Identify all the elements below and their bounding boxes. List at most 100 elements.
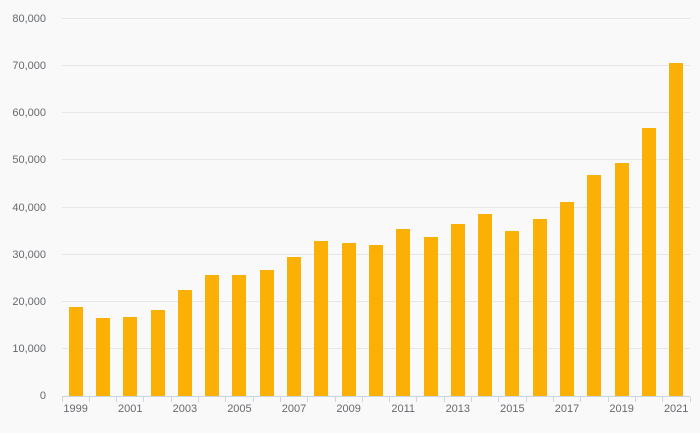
bar-slot-2014	[471, 19, 498, 396]
bar-2004[interactable]	[205, 274, 220, 396]
bar-slot-2001	[117, 19, 144, 396]
y-axis: 0 10,000 20,000 30,000 40,000 50,000 60,000 70,…	[0, 13, 46, 402]
bar-slot-2011	[390, 19, 417, 396]
bar-slot-1999	[62, 19, 89, 396]
x-tick-label: 2021	[663, 403, 689, 415]
x-axis-tick	[389, 397, 391, 402]
x-tick-label	[362, 402, 389, 416]
bar-slot-2019	[608, 19, 635, 396]
x-tick-label: 2003	[172, 403, 198, 415]
x-axis-tick	[525, 397, 527, 402]
x-axis-tick	[443, 397, 445, 402]
x-axis-tick	[143, 397, 145, 402]
bar-2018[interactable]	[587, 174, 602, 396]
x-axis-tick	[607, 397, 609, 402]
x-axis-tick	[116, 397, 118, 402]
bar-slot-2010	[362, 19, 389, 396]
bar-2005[interactable]	[232, 275, 247, 396]
y-tick-label: 50,000	[12, 154, 46, 167]
bar-slot-2017	[553, 19, 580, 396]
bar-2017[interactable]	[559, 201, 574, 396]
bar-2010[interactable]	[368, 245, 383, 396]
bar-2001[interactable]	[123, 316, 138, 396]
bar-2007[interactable]	[287, 256, 302, 396]
x-tick-label	[89, 402, 116, 416]
bar-2021[interactable]	[669, 62, 684, 396]
x-axis-tick	[361, 397, 363, 402]
x-axis-tick	[580, 397, 582, 402]
bar-2015[interactable]	[505, 230, 520, 396]
y-tick-label: 70,000	[12, 60, 46, 73]
x-axis-tick	[170, 397, 172, 402]
bar-2019[interactable]	[614, 163, 629, 396]
x-axis-tick	[225, 397, 227, 402]
x-axis-tick	[552, 397, 554, 402]
x-tick-label: 2019	[609, 403, 634, 415]
x-axis-tick	[498, 397, 500, 402]
x-axis-tick	[416, 397, 418, 402]
bar-slot-2015	[499, 19, 526, 396]
x-axis-tick	[252, 397, 254, 402]
y-tick-label: 20,000	[12, 295, 46, 308]
bars	[62, 19, 690, 396]
x-tick-label: 2001	[118, 403, 143, 415]
bar-2016[interactable]	[532, 219, 547, 396]
bar-slot-2013	[444, 19, 471, 396]
bar-slot-2008	[308, 19, 335, 396]
x-tick-label: 2013	[445, 403, 471, 415]
bar-2000[interactable]	[95, 318, 110, 396]
bar-2013[interactable]	[450, 223, 465, 396]
bar-slot-2021	[663, 19, 690, 396]
x-tick-label: 2005	[227, 403, 252, 415]
x-tick-label	[526, 402, 553, 416]
y-tick-label: 40,000	[12, 201, 46, 214]
x-tick-label: 2011	[391, 403, 416, 415]
x-tick-label	[144, 402, 171, 416]
x-axis-tick	[61, 397, 63, 402]
gridline-80000	[62, 18, 690, 19]
bar-2020[interactable]	[641, 128, 656, 396]
x-axis: 1999 2001 2003 2005 2007 2009 2011 2013 2015 2017…	[62, 402, 690, 416]
bar-2003[interactable]	[177, 289, 192, 396]
gridline-60000	[62, 112, 690, 114]
x-axis-tick	[662, 397, 664, 402]
x-axis-tick	[279, 397, 281, 402]
x-axis-tick	[198, 397, 200, 402]
bar-slot-2020	[635, 19, 662, 396]
bar-2006[interactable]	[259, 270, 274, 396]
x-tick-label	[635, 402, 662, 416]
gridline-40000	[62, 206, 690, 208]
bar-slot-2007	[280, 19, 307, 396]
x-axis-tick	[471, 397, 473, 402]
bar-2012[interactable]	[423, 237, 438, 396]
x-axis-tick	[307, 397, 309, 402]
x-tick-label: 2009	[336, 403, 361, 415]
y-tick-label: 60,000	[12, 107, 46, 120]
bar-slot-2005	[226, 19, 253, 396]
bar-slot-2012	[417, 19, 444, 396]
x-tick-label	[253, 402, 280, 416]
x-axis-tick	[689, 397, 691, 402]
x-tick-label	[471, 402, 498, 416]
bar-slot-2006	[253, 19, 280, 396]
x-tick-label: 2015	[500, 403, 525, 415]
gridline-70000	[62, 65, 690, 67]
y-tick-label: 0	[39, 390, 46, 402]
bar-2011[interactable]	[396, 229, 411, 396]
x-axis-tick	[88, 397, 90, 402]
bar-slot-2002	[144, 19, 171, 396]
bar-2008[interactable]	[314, 240, 329, 396]
bar-2009[interactable]	[341, 243, 356, 396]
bar-2014[interactable]	[478, 213, 493, 396]
y-tick-label: 80,000	[12, 13, 46, 25]
gridline-50000	[62, 159, 690, 161]
x-tick-label	[308, 402, 335, 416]
x-axis-tick	[634, 397, 636, 402]
bar-1999[interactable]	[68, 307, 83, 396]
bar-slot-2016	[526, 19, 553, 396]
x-tick-label: 2017	[554, 403, 580, 415]
y-tick-label: 30,000	[12, 248, 46, 261]
x-tick-label: 1999	[63, 403, 88, 415]
bar-2002[interactable]	[150, 310, 165, 396]
bar-slot-2018	[581, 19, 608, 396]
